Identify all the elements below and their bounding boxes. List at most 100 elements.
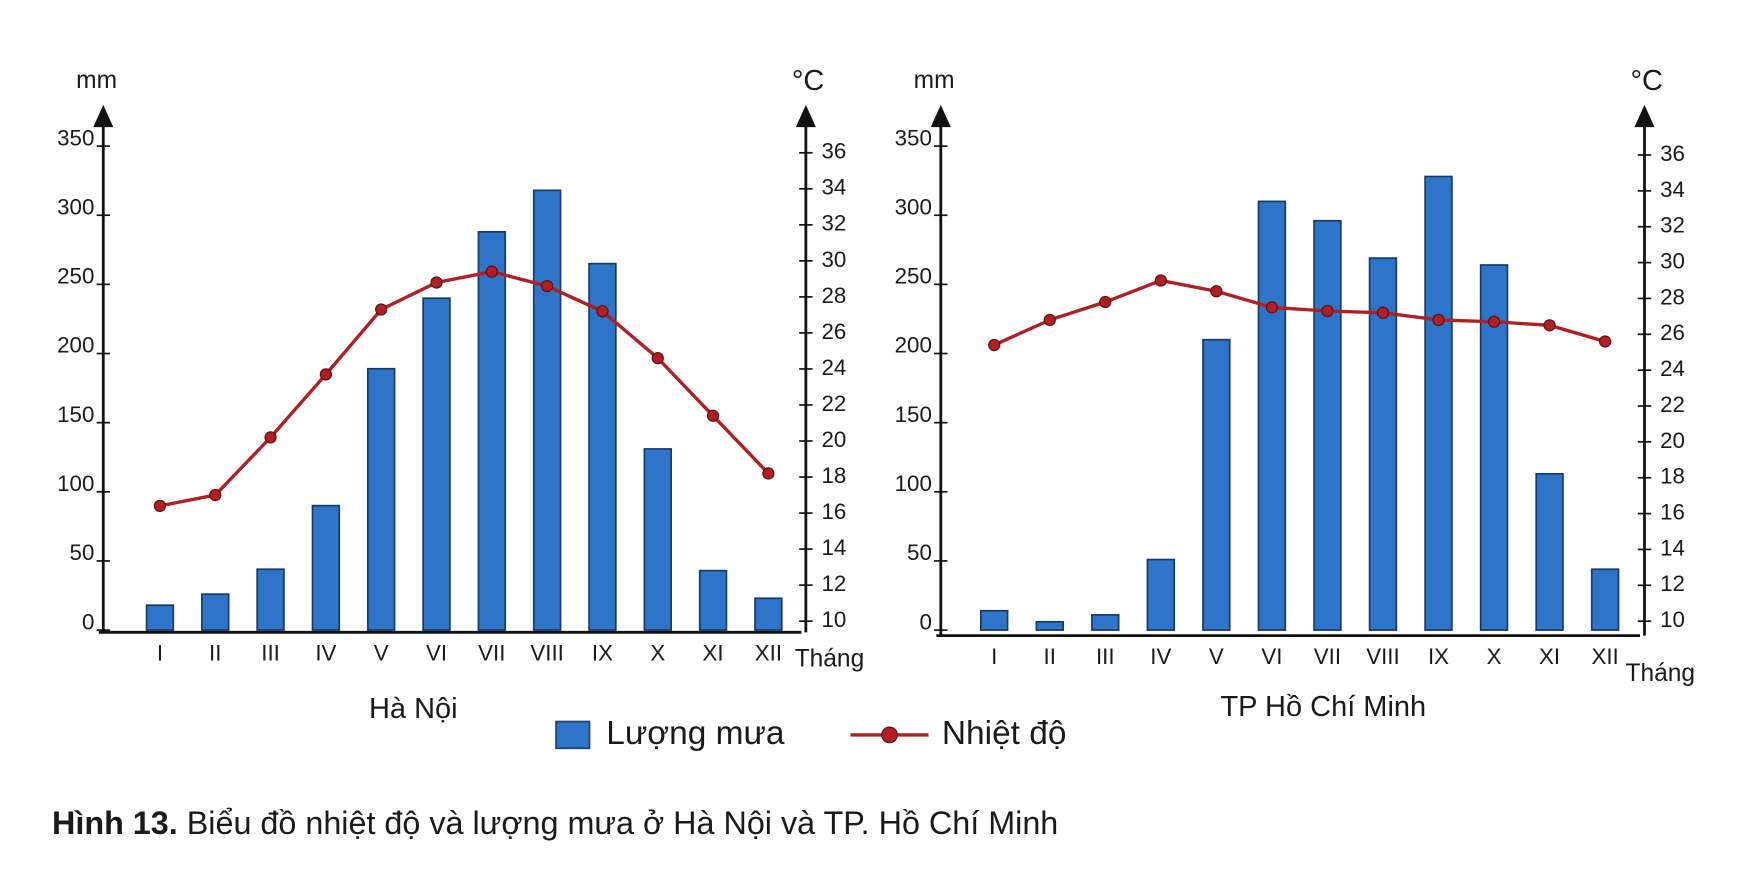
line-marker	[988, 338, 1001, 352]
bar	[366, 367, 396, 631]
line-marker	[541, 279, 554, 293]
bar	[201, 593, 230, 631]
y2-tick-label: 28	[821, 283, 846, 308]
x-tick-label: VII	[1314, 644, 1341, 669]
line-marker	[1543, 319, 1556, 332]
y2-tick-label: 22	[821, 391, 846, 416]
y-axis-arrow	[93, 104, 114, 128]
x-tick-label: X	[650, 641, 665, 666]
bar	[477, 230, 507, 631]
x-tick-label: XI	[703, 641, 724, 666]
y2-tick-label: 18	[1660, 464, 1685, 489]
y2-tick-label: 14	[1660, 535, 1685, 560]
x-tick-label: VIII	[1366, 644, 1399, 669]
y2-tick-label: 34	[821, 175, 846, 200]
bar	[256, 568, 285, 631]
x-tick-label: XI	[1539, 644, 1560, 669]
y2-tick-label: 20	[1660, 428, 1685, 453]
y2-tick-label: 26	[1660, 320, 1685, 345]
y2-axis-arrow	[1634, 104, 1655, 128]
chart-subtitle: TP Hồ Chí Minh	[1220, 691, 1426, 723]
x-tick-label: VI	[426, 641, 447, 666]
x-tick-label: IV	[315, 641, 336, 666]
bar	[532, 189, 562, 631]
y-tick-label: 300	[895, 194, 932, 219]
y-tick-label: 100	[57, 471, 94, 496]
y-tick-label: 50	[907, 540, 932, 565]
x-tick-label: IV	[1150, 644, 1171, 669]
y2-tick-label: 24	[1660, 356, 1685, 381]
y2-tick-label: 20	[821, 427, 846, 452]
x-tick-label: I	[157, 641, 163, 666]
x-tick-label: I	[991, 644, 997, 669]
line-marker	[1099, 295, 1112, 309]
y2-tick-label: 12	[821, 571, 846, 596]
y2-tick-label: 22	[1660, 392, 1685, 417]
y2-tick-label: 30	[821, 247, 846, 272]
line-marker	[1265, 301, 1279, 314]
line-marker	[1487, 315, 1501, 328]
line	[993, 278, 1606, 347]
y-tick-label: 350	[57, 125, 94, 150]
bar	[588, 262, 617, 631]
y-tick-label: 150	[57, 402, 94, 427]
bar	[1146, 558, 1176, 631]
y-axis-label: mm	[914, 67, 955, 94]
y-tick-label: 0	[82, 609, 94, 634]
y2-tick-label: 30	[1660, 248, 1685, 273]
bar	[754, 597, 783, 631]
bar	[1091, 614, 1120, 631]
y2-tick-label: 12	[1660, 571, 1685, 596]
bar	[1368, 257, 1398, 631]
line-marker	[1376, 306, 1390, 319]
y2-tick-label: 36	[821, 139, 846, 164]
y-tick-label: 250	[57, 264, 94, 289]
bar	[1590, 568, 1620, 631]
bar	[1424, 175, 1453, 631]
bar	[1257, 200, 1287, 631]
x-tick-label: VIII	[530, 641, 563, 666]
y-tick-label: 200	[895, 333, 932, 358]
legend-label: Nhiệt độ	[942, 715, 1067, 752]
bar	[1202, 338, 1231, 631]
line-marker	[651, 352, 664, 365]
y2-axis-label: °C	[1630, 65, 1663, 97]
x-axis-label: Tháng	[795, 646, 865, 673]
line-marker	[1321, 304, 1334, 318]
x-tick-label: III	[1096, 644, 1115, 669]
x-tick-label: VII	[478, 641, 505, 666]
caption-label: Hình 13.	[52, 805, 178, 841]
y2-tick-label: 32	[821, 211, 846, 236]
legend-label: Lượng mưa	[606, 715, 785, 752]
x-tick-label: IX	[1428, 644, 1449, 669]
y-tick-label: 0	[919, 609, 931, 634]
line-marker	[153, 499, 167, 513]
bar	[311, 504, 341, 631]
bar	[1535, 472, 1564, 631]
line-marker	[485, 265, 498, 278]
line-marker	[1598, 335, 1612, 348]
y2-tick-label: 16	[1660, 499, 1685, 524]
legend-swatch-marker	[881, 726, 898, 744]
line-marker	[596, 305, 609, 318]
line-marker	[1043, 313, 1056, 327]
y-tick-label: 50	[70, 540, 95, 565]
line-marker	[1210, 285, 1223, 298]
line-marker	[375, 303, 388, 316]
bar	[698, 569, 728, 631]
caption-text: Biểu đồ nhiệt độ và lượng mưa ở Hà Nội v…	[187, 805, 1059, 841]
y2-tick-label: 10	[821, 607, 846, 632]
line-marker	[706, 409, 720, 422]
y2-axis-arrow	[795, 104, 816, 128]
y2-tick-label: 14	[821, 535, 846, 560]
y2-tick-label: 26	[821, 319, 846, 344]
line-marker	[1432, 313, 1445, 327]
x-tick-label: III	[261, 641, 280, 666]
x-tick-label: II	[1044, 644, 1056, 669]
x-tick-label: X	[1487, 644, 1502, 669]
bar	[1313, 219, 1342, 631]
x-tick-label: XII	[1591, 644, 1618, 669]
bar	[643, 448, 672, 631]
y2-tick-label: 28	[1660, 284, 1685, 309]
y-tick-label: 150	[895, 402, 932, 427]
